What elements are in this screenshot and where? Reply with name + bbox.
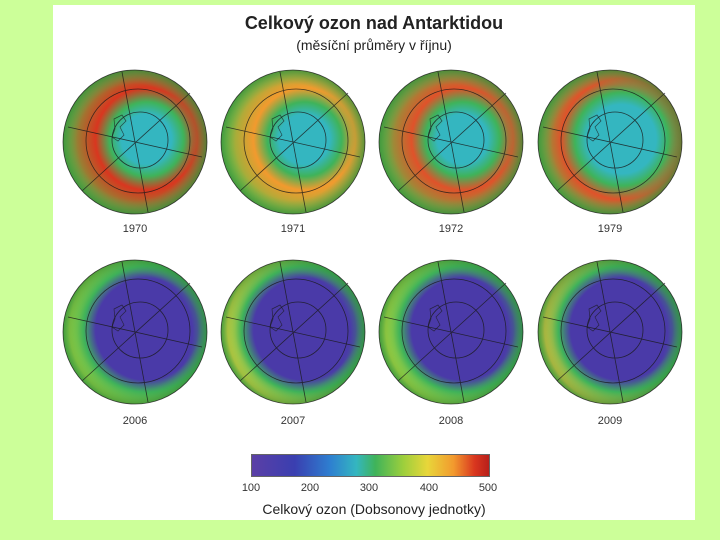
year-label-2008: 2008 <box>438 415 464 427</box>
globe-2007 <box>218 257 368 407</box>
year-label-2006: 2006 <box>122 415 148 427</box>
year-label-2007: 2007 <box>280 415 306 427</box>
globe-1971 <box>218 67 368 217</box>
year-label-1979: 1979 <box>597 223 623 235</box>
colorbar-tick-100: 100 <box>241 482 261 494</box>
globe-1970 <box>60 67 210 217</box>
globe-1979 <box>535 67 685 217</box>
colorbar-caption: Celkový ozon (Dobsonovy jednotky) <box>262 501 486 517</box>
globe-2006 <box>60 257 210 407</box>
globe-2009 <box>535 257 685 407</box>
colorbar-tick-500: 500 <box>478 482 498 494</box>
colorbar-tick-300: 300 <box>359 482 379 494</box>
colorbar-tick-400: 400 <box>419 482 439 494</box>
colorbar <box>251 454 490 477</box>
year-label-1972: 1972 <box>438 223 464 235</box>
year-label-1970: 1970 <box>122 223 148 235</box>
year-label-2009: 2009 <box>597 415 623 427</box>
colorbar-tick-200: 200 <box>300 482 320 494</box>
figure-panel: Celkový ozon nad Antarktidou (měsíční pr… <box>53 5 695 520</box>
globe-1972 <box>376 67 526 217</box>
figure-title: Celkový ozon nad Antarktidou <box>244 13 504 33</box>
year-label-1971: 1971 <box>280 223 306 235</box>
figure-subtitle: (měsíční průměry v říjnu) <box>296 37 452 53</box>
globe-2008 <box>376 257 526 407</box>
